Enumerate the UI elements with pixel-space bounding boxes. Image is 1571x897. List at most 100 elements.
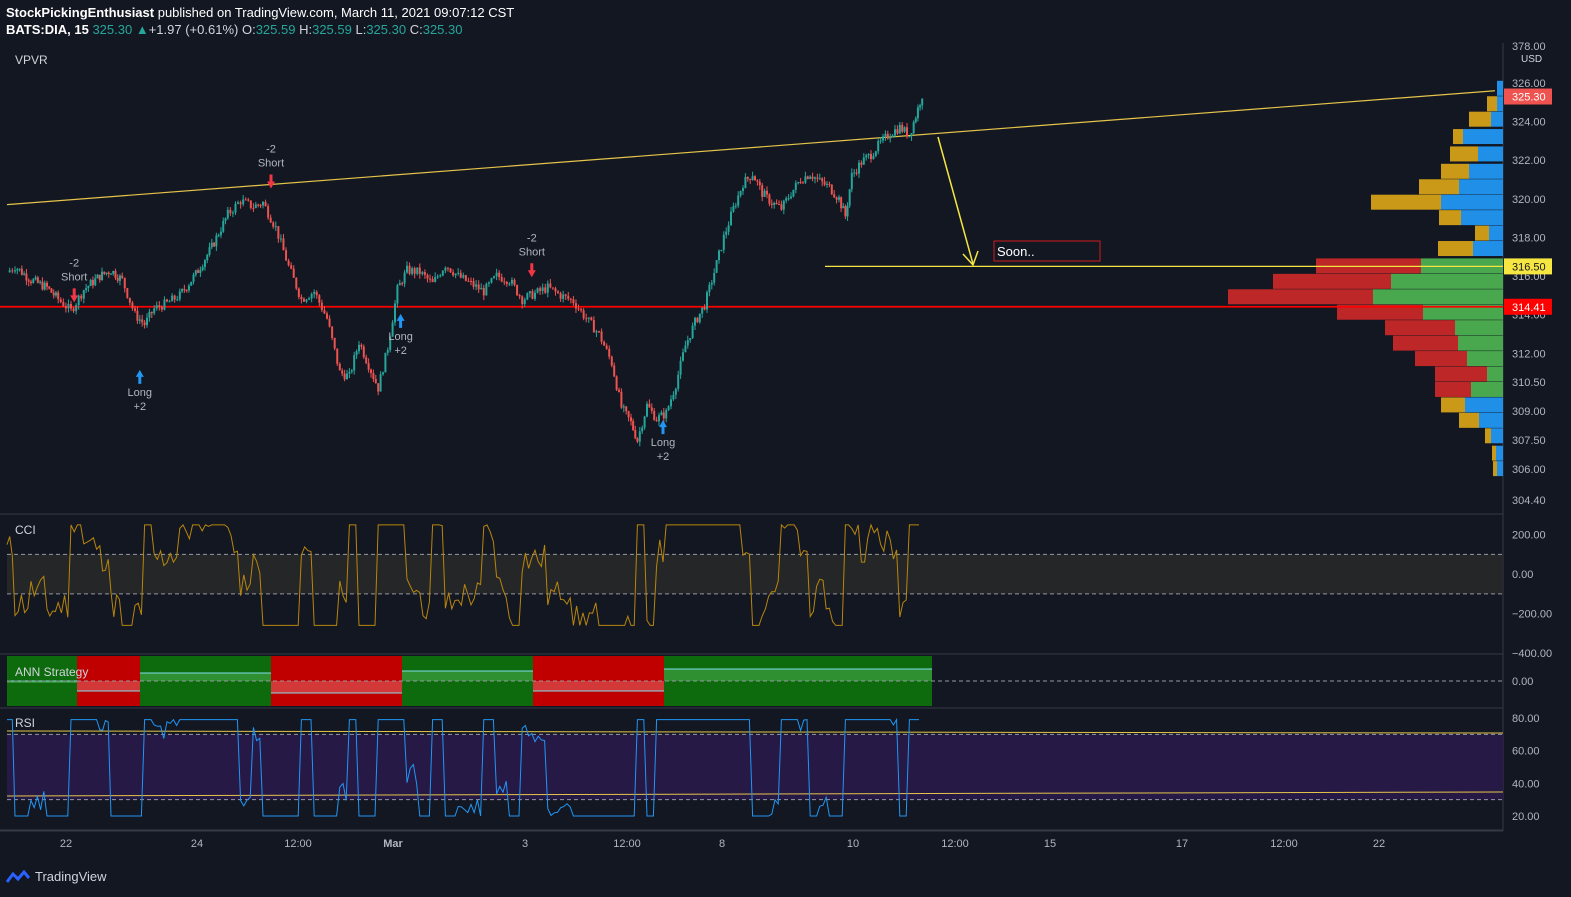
candle-body: [844, 206, 847, 217]
candle-body: [374, 378, 377, 384]
long-signal-label: +2: [657, 451, 670, 463]
long-signal-label: Long: [651, 437, 675, 449]
volume-profile-up-bar: [1461, 210, 1503, 226]
symbol-legend: BATS:DIA, 15 325.30 ▲+1.97 (+0.61%) O:32…: [6, 22, 462, 37]
author-name[interactable]: StockPickingEnthusiast: [6, 5, 155, 20]
candle-body: [272, 222, 275, 227]
rsi-axis-tick: 80.00: [1512, 713, 1540, 725]
price-axis-tick: 322.00: [1512, 155, 1546, 167]
candle-body: [751, 176, 754, 180]
volume-profile-up-bar: [1459, 179, 1503, 195]
candle-body: [173, 295, 176, 300]
candle-body: [546, 283, 549, 293]
candle-body: [921, 98, 924, 106]
short-signal-label: -2: [527, 232, 537, 244]
candle-body: [608, 348, 611, 357]
volume-profile-down-bar: [1385, 320, 1455, 336]
candle-body: [199, 270, 202, 273]
candle-body: [641, 427, 644, 432]
candle-body: [480, 287, 483, 290]
candle-body: [300, 296, 303, 299]
candle-body: [237, 202, 240, 204]
candle-body: [523, 299, 526, 305]
volume-profile-up-bar: [1391, 273, 1503, 289]
projection-arrow-shaft: [937, 136, 974, 265]
candle-body: [14, 270, 16, 272]
candle-body: [627, 411, 630, 418]
candle-body: [252, 207, 255, 209]
candle-body: [806, 176, 809, 179]
candle-body: [94, 278, 97, 286]
change-value: +1.97 (+0.61%): [148, 22, 239, 37]
candle-body: [802, 182, 804, 184]
candle-body: [838, 197, 840, 200]
candle-body: [77, 295, 80, 306]
volume-profile-up-bar: [1458, 335, 1503, 351]
candle-body: [811, 176, 814, 179]
candle-body: [742, 188, 744, 191]
candle-body: [176, 299, 179, 301]
candle-body: [756, 180, 759, 182]
cci-band-fill: [7, 554, 1503, 594]
volume-profile-up-bar: [1423, 304, 1503, 320]
ann-level-fill: [271, 681, 402, 693]
candle-body: [436, 276, 439, 278]
candle-body: [539, 288, 542, 292]
candle-body: [459, 272, 462, 278]
candle-body: [746, 177, 749, 179]
candle-body: [722, 234, 725, 250]
candle-body: [181, 289, 184, 292]
time-axis-tick: 17: [1176, 838, 1188, 850]
candle-body: [183, 289, 186, 291]
candle-body: [123, 277, 126, 289]
candle-body: [567, 295, 570, 299]
price-axis-tick: 320.00: [1512, 194, 1546, 206]
candle-body: [638, 431, 641, 442]
footer-brand[interactable]: TradingView: [6, 869, 107, 884]
candle-body: [16, 269, 19, 271]
candle-body: [239, 202, 242, 205]
candle-body: [686, 340, 689, 346]
candle-body: [396, 285, 399, 304]
candle-body: [574, 303, 577, 309]
candle-body: [141, 319, 144, 323]
candle-body: [713, 272, 716, 283]
candle-body: [323, 310, 326, 314]
candle-body: [549, 283, 552, 288]
time-axis-tick: 10: [847, 838, 859, 850]
time-axis-tick: Mar: [383, 838, 403, 850]
candle-body: [744, 177, 747, 189]
candle-body: [208, 247, 211, 255]
high-label: H:: [299, 22, 313, 37]
candle-body: [462, 275, 465, 278]
candle-body: [761, 185, 764, 197]
candle-body: [559, 293, 562, 299]
candle-body: [262, 202, 264, 206]
volume-profile-down-bar: [1438, 241, 1473, 257]
candle-body: [163, 299, 166, 310]
symbol-name[interactable]: BATS:DIA, 15: [6, 22, 89, 37]
candle-body: [27, 280, 30, 282]
candle-body: [569, 298, 572, 300]
candle-body: [257, 204, 260, 206]
volume-profile-up-bar: [1496, 445, 1503, 461]
short-arrow-icon: [70, 288, 79, 303]
candle-body: [219, 231, 222, 236]
candle-body: [382, 372, 384, 375]
candle-body: [305, 299, 308, 302]
long-arrow-icon: [135, 369, 144, 384]
candle-body: [434, 277, 437, 282]
candle-body: [287, 260, 290, 266]
candle-body: [377, 383, 380, 392]
candle-body: [562, 294, 565, 299]
candle-body: [670, 399, 672, 407]
price-axis-tick: 304.40: [1512, 495, 1546, 507]
volume-profile-down-bar: [1435, 381, 1471, 397]
candle-body: [413, 268, 416, 274]
candle-body: [406, 265, 408, 273]
time-axis-tick: 22: [60, 838, 72, 850]
candle-body: [346, 373, 348, 380]
volume-profile-down-bar: [1439, 210, 1461, 226]
candle-body: [350, 370, 353, 372]
